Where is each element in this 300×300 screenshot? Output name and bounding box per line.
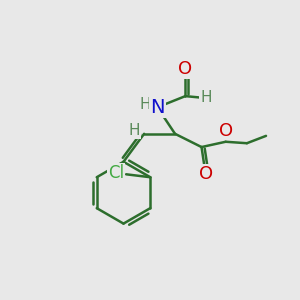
Text: Cl: Cl: [108, 164, 124, 182]
Text: O: O: [219, 122, 233, 140]
Text: H: H: [200, 90, 212, 105]
Text: H: H: [139, 98, 151, 112]
Text: O: O: [178, 60, 192, 78]
Text: N: N: [150, 98, 165, 117]
Text: H: H: [129, 123, 140, 138]
Text: O: O: [200, 165, 214, 183]
